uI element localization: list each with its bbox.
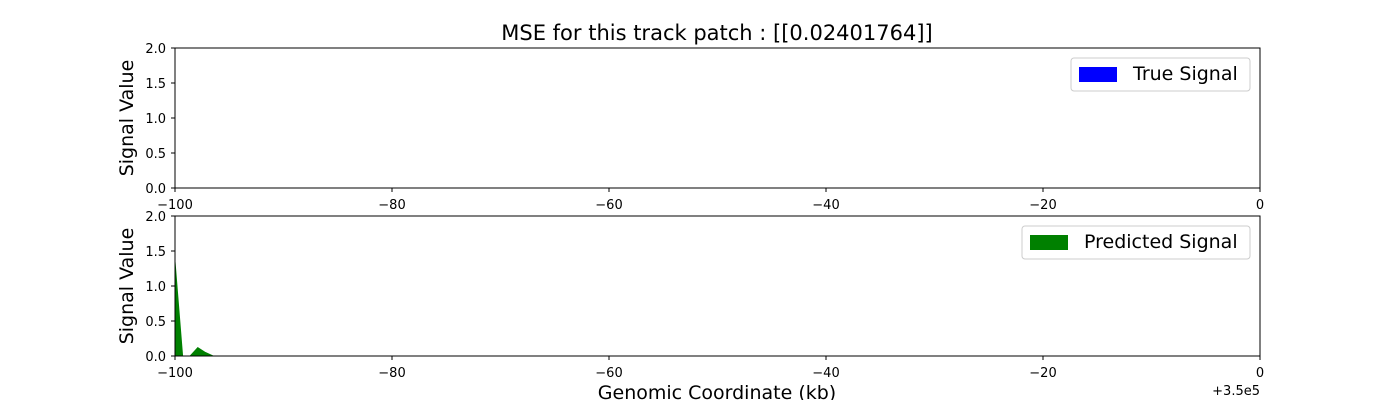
y-axis-label-0: Signal Value: [116, 60, 138, 177]
x-tick-label-1-5: 0: [1256, 366, 1264, 381]
y-tick-label-1-2: 1.0: [145, 280, 166, 295]
x-tick-label-0-1: −80: [378, 198, 405, 213]
series-area-1-0: [174, 261, 1260, 357]
legend-label-1-0: Predicted Signal: [1084, 231, 1238, 253]
x-tick-label-0-2: −60: [595, 198, 622, 213]
y-tick-label-0-2: 1.0: [145, 112, 166, 127]
chart-title: MSE for this track patch : [[0.02401764]…: [501, 21, 932, 45]
x-tick-label-1-1: −80: [378, 366, 405, 381]
legend-box-1: [1021, 225, 1251, 260]
x-tick-label-0-0: −100: [157, 198, 193, 213]
x-tick-label-1-2: −60: [595, 366, 622, 381]
y-tick-label-1-4: 2.0: [145, 210, 166, 225]
x-tick-label-0-4: −20: [1029, 198, 1056, 213]
legend-swatch-0-0: [1079, 67, 1117, 82]
legend-box-0: [1070, 57, 1251, 92]
y-axis-label-1: Signal Value: [116, 228, 138, 345]
x-tick-label-1-0: −100: [157, 366, 193, 381]
x-offset-label: +3.5e5: [1212, 384, 1260, 399]
y-tick-label-1-1: 0.5: [145, 315, 166, 330]
y-tick-label-1-3: 1.5: [145, 245, 166, 260]
legend-swatch-1-0: [1030, 235, 1068, 250]
y-tick-label-0-4: 2.0: [145, 42, 166, 57]
legend-label-0-0: True Signal: [1132, 63, 1238, 85]
x-axis-label: Genomic Coordinate (kb): [598, 382, 836, 400]
panel-predicted-signal: −100 −80 −60 −40 −20 0 0.0 0.5 1.0 1.5 2.0 Signal V…: [116, 210, 1264, 400]
y-tick-label-0-3: 1.5: [145, 77, 166, 92]
y-tick-label-1-0: 0.0: [145, 350, 166, 365]
x-tick-label-1-3: −40: [812, 366, 839, 381]
x-tick-label-0-3: −40: [812, 198, 839, 213]
panel-true-signal: −100 −80 −60 −40 −20 0 0.0 0.5 1.0 1.5 2.0 Signal V…: [116, 42, 1264, 213]
y-tick-label-0-0: 0.0: [145, 182, 166, 197]
x-tick-label-1-4: −20: [1029, 366, 1056, 381]
y-tick-label-0-1: 0.5: [145, 147, 166, 162]
x-tick-label-0-5: 0: [1256, 198, 1264, 213]
